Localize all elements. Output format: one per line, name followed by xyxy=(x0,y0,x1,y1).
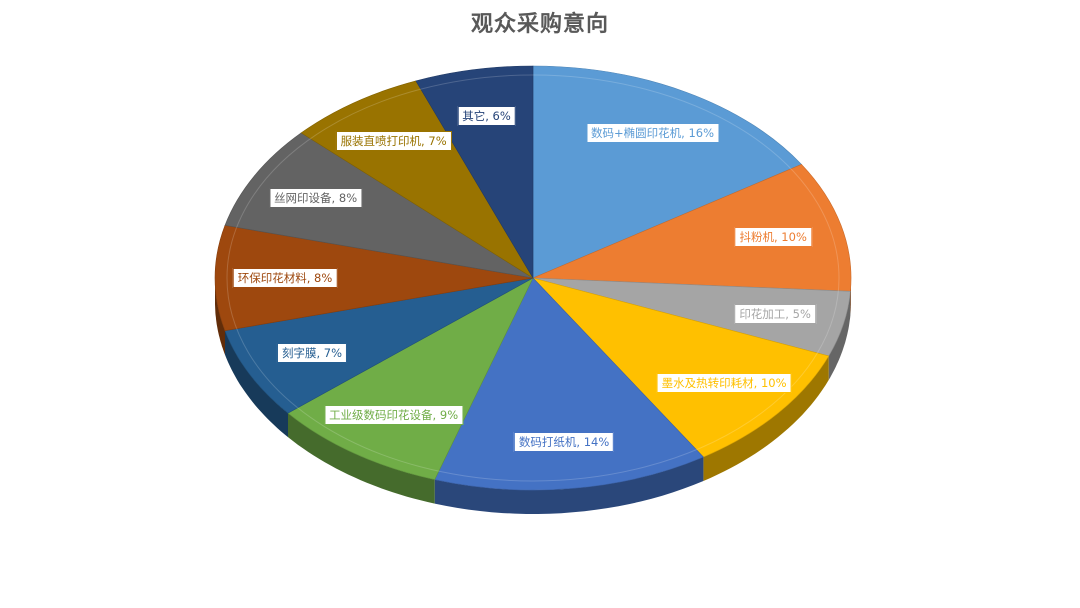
pie-slice-4 xyxy=(434,277,704,491)
pie-slice-0 xyxy=(532,65,803,279)
chart-title: 观众采购意向 xyxy=(470,12,609,37)
data-label-7: 环保印花材料, 8% xyxy=(232,268,338,288)
pie-slice-7 xyxy=(214,224,534,332)
pie-slice-1 xyxy=(532,164,852,292)
pie-side-2 xyxy=(828,291,851,380)
data-label-9: 服装直喷打印机, 7% xyxy=(335,131,452,152)
data-label-1: 抖粉机, 10% xyxy=(734,226,812,247)
pie-side-5 xyxy=(288,413,435,504)
data-label-0: 数码+椭圆印花机, 16% xyxy=(585,123,720,144)
pie-side-3 xyxy=(703,356,829,481)
data-label-4: 数码打纸机, 14% xyxy=(513,432,615,453)
pie-side-4 xyxy=(434,457,704,514)
data-label-8: 丝网印设备, 8% xyxy=(269,188,363,209)
pie-slice-6 xyxy=(224,277,534,414)
pie-side-6 xyxy=(225,330,288,438)
data-label-2: 印花加工, 5% xyxy=(734,304,816,325)
data-label-5: 工业级数码印花设备, 9% xyxy=(324,404,464,425)
pie-slice-5 xyxy=(287,277,534,480)
pie-rim xyxy=(226,74,840,482)
data-label-3: 墨水及热转印耗材, 10% xyxy=(656,373,792,394)
pie-slices xyxy=(214,65,852,491)
pie-slice-8 xyxy=(224,132,534,279)
data-label-6: 刻字膜, 7% xyxy=(276,343,348,364)
pie-slice-9 xyxy=(300,80,534,279)
pie-slice-3 xyxy=(532,277,830,458)
data-label-10: 其它, 6% xyxy=(457,105,516,126)
pie-side-walls xyxy=(215,278,851,514)
